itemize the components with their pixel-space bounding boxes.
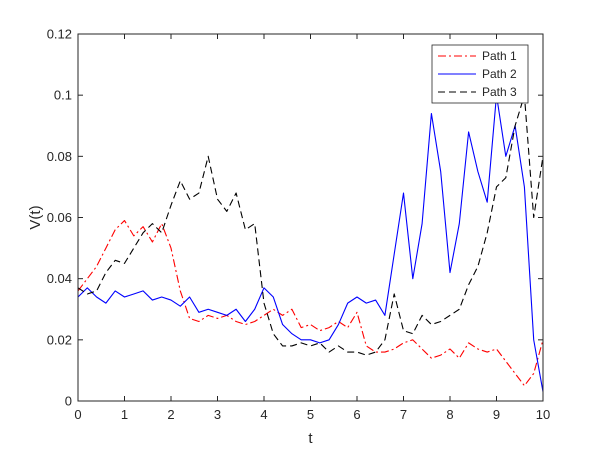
x-tick-label: 6 [353,407,360,422]
x-tick-label: 0 [74,407,81,422]
legend-label-path-3: Path 3 [482,85,517,99]
x-axis: 0 1 2 3 4 5 6 7 8 9 10 [74,34,550,422]
x-tick-label: 1 [121,407,128,422]
series-layer [77,94,544,392]
x-tick-label: 4 [260,407,267,422]
series-line-path-3 [77,94,544,356]
legend-label-path-1: Path 1 [482,49,517,63]
y-axis: 0 0.02 0.04 0.06 0.08 0.1 0.12 [47,27,543,409]
legend-label-path-2: Path 2 [482,67,517,81]
x-axis-label: t [308,430,313,447]
x-tick-label: 5 [307,407,314,422]
series-line-path-1 [77,220,544,387]
series-line-path-2 [77,94,544,392]
y-tick-label: 0.1 [54,88,72,103]
x-tick-label: 10 [536,407,550,422]
y-tick-label: 0.08 [47,149,72,164]
y-axis-label: V(t) [27,205,44,229]
y-tick-label: 0 [65,394,72,409]
y-tick-label: 0.04 [47,271,72,286]
x-tick-label: 2 [167,407,174,422]
y-tick-label: 0.06 [47,210,72,225]
x-tick-label: 8 [446,407,453,422]
x-tick-label: 7 [400,407,407,422]
legend: Path 1 Path 2 Path 3 [431,44,529,104]
x-tick-label: 9 [493,407,500,422]
y-tick-label: 0.12 [47,27,72,42]
y-tick-label: 0.02 [47,332,72,347]
x-tick-label: 3 [214,407,221,422]
